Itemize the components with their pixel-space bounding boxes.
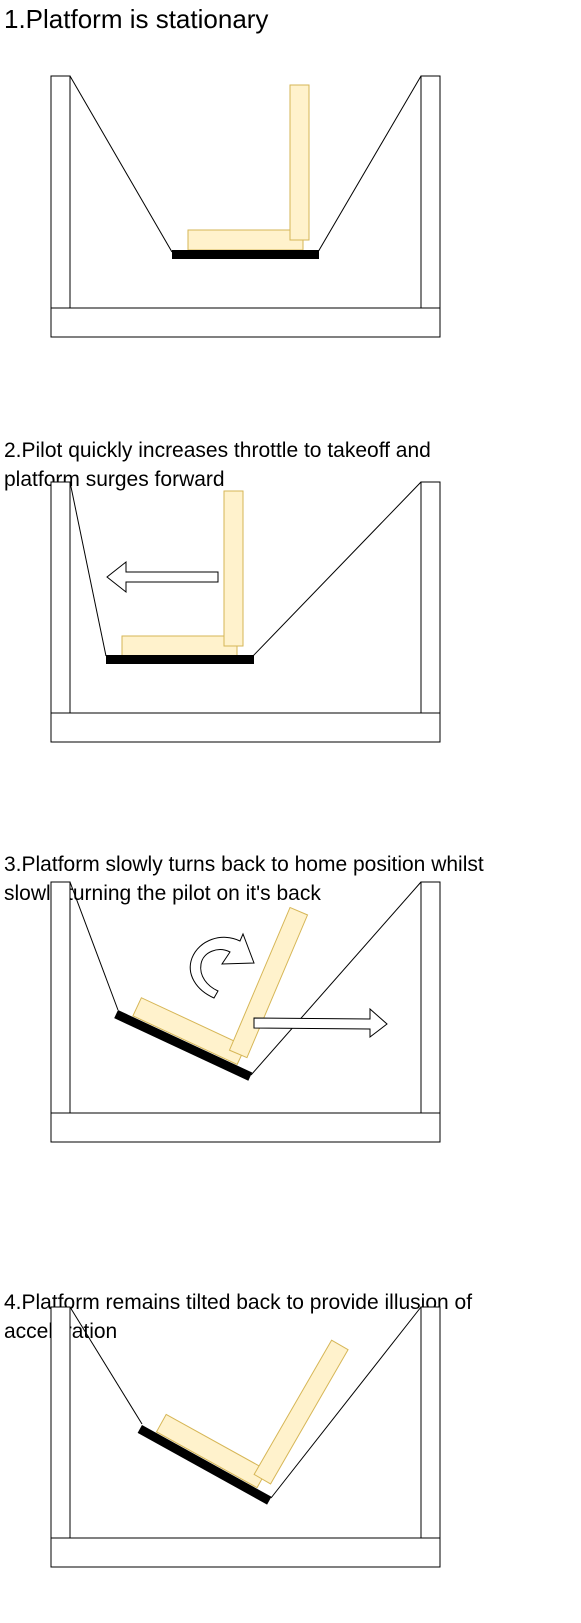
step-3-diagram xyxy=(50,881,441,1143)
right-arm xyxy=(252,481,422,657)
step-2-caption: 2.Pilot quickly increases throttle to ta… xyxy=(4,439,431,491)
left-post xyxy=(50,481,71,715)
rotate-back-arrow xyxy=(189,932,255,999)
seat-cushion xyxy=(187,229,304,251)
left-post xyxy=(50,75,71,309)
step-1-caption: 1.Platform is stationary xyxy=(4,4,269,34)
right-post xyxy=(420,881,441,1115)
right-post xyxy=(420,1306,441,1539)
left-post xyxy=(50,1306,71,1539)
right-post xyxy=(420,75,441,309)
right-arm xyxy=(270,1306,422,1499)
surge-forward-arrow xyxy=(106,560,219,594)
seat-cushion xyxy=(121,635,238,657)
right-post xyxy=(420,481,441,715)
base xyxy=(50,1112,441,1143)
left-arm xyxy=(69,481,107,657)
right-arm xyxy=(317,75,422,253)
step-4-diagram xyxy=(50,1306,441,1568)
back-cushion xyxy=(223,490,244,647)
back-cushion xyxy=(289,84,310,241)
step-1-diagram xyxy=(50,75,441,338)
right-arm xyxy=(250,881,422,1076)
platform xyxy=(106,655,254,664)
return-home-arrow xyxy=(253,1007,388,1039)
back-cushion xyxy=(228,906,309,1059)
platform xyxy=(114,1010,253,1081)
base xyxy=(50,712,441,743)
left-arm xyxy=(69,881,119,1011)
base xyxy=(50,307,441,338)
left-arm xyxy=(69,1306,143,1425)
left-arm xyxy=(69,75,173,253)
platform xyxy=(137,1425,272,1505)
back-cushion xyxy=(253,1339,349,1485)
platform xyxy=(172,250,319,259)
step-2-diagram xyxy=(50,481,441,743)
left-post xyxy=(50,881,71,1115)
step-3-caption: 3.Platform slowly turns back to home pos… xyxy=(4,853,484,905)
base xyxy=(50,1537,441,1568)
